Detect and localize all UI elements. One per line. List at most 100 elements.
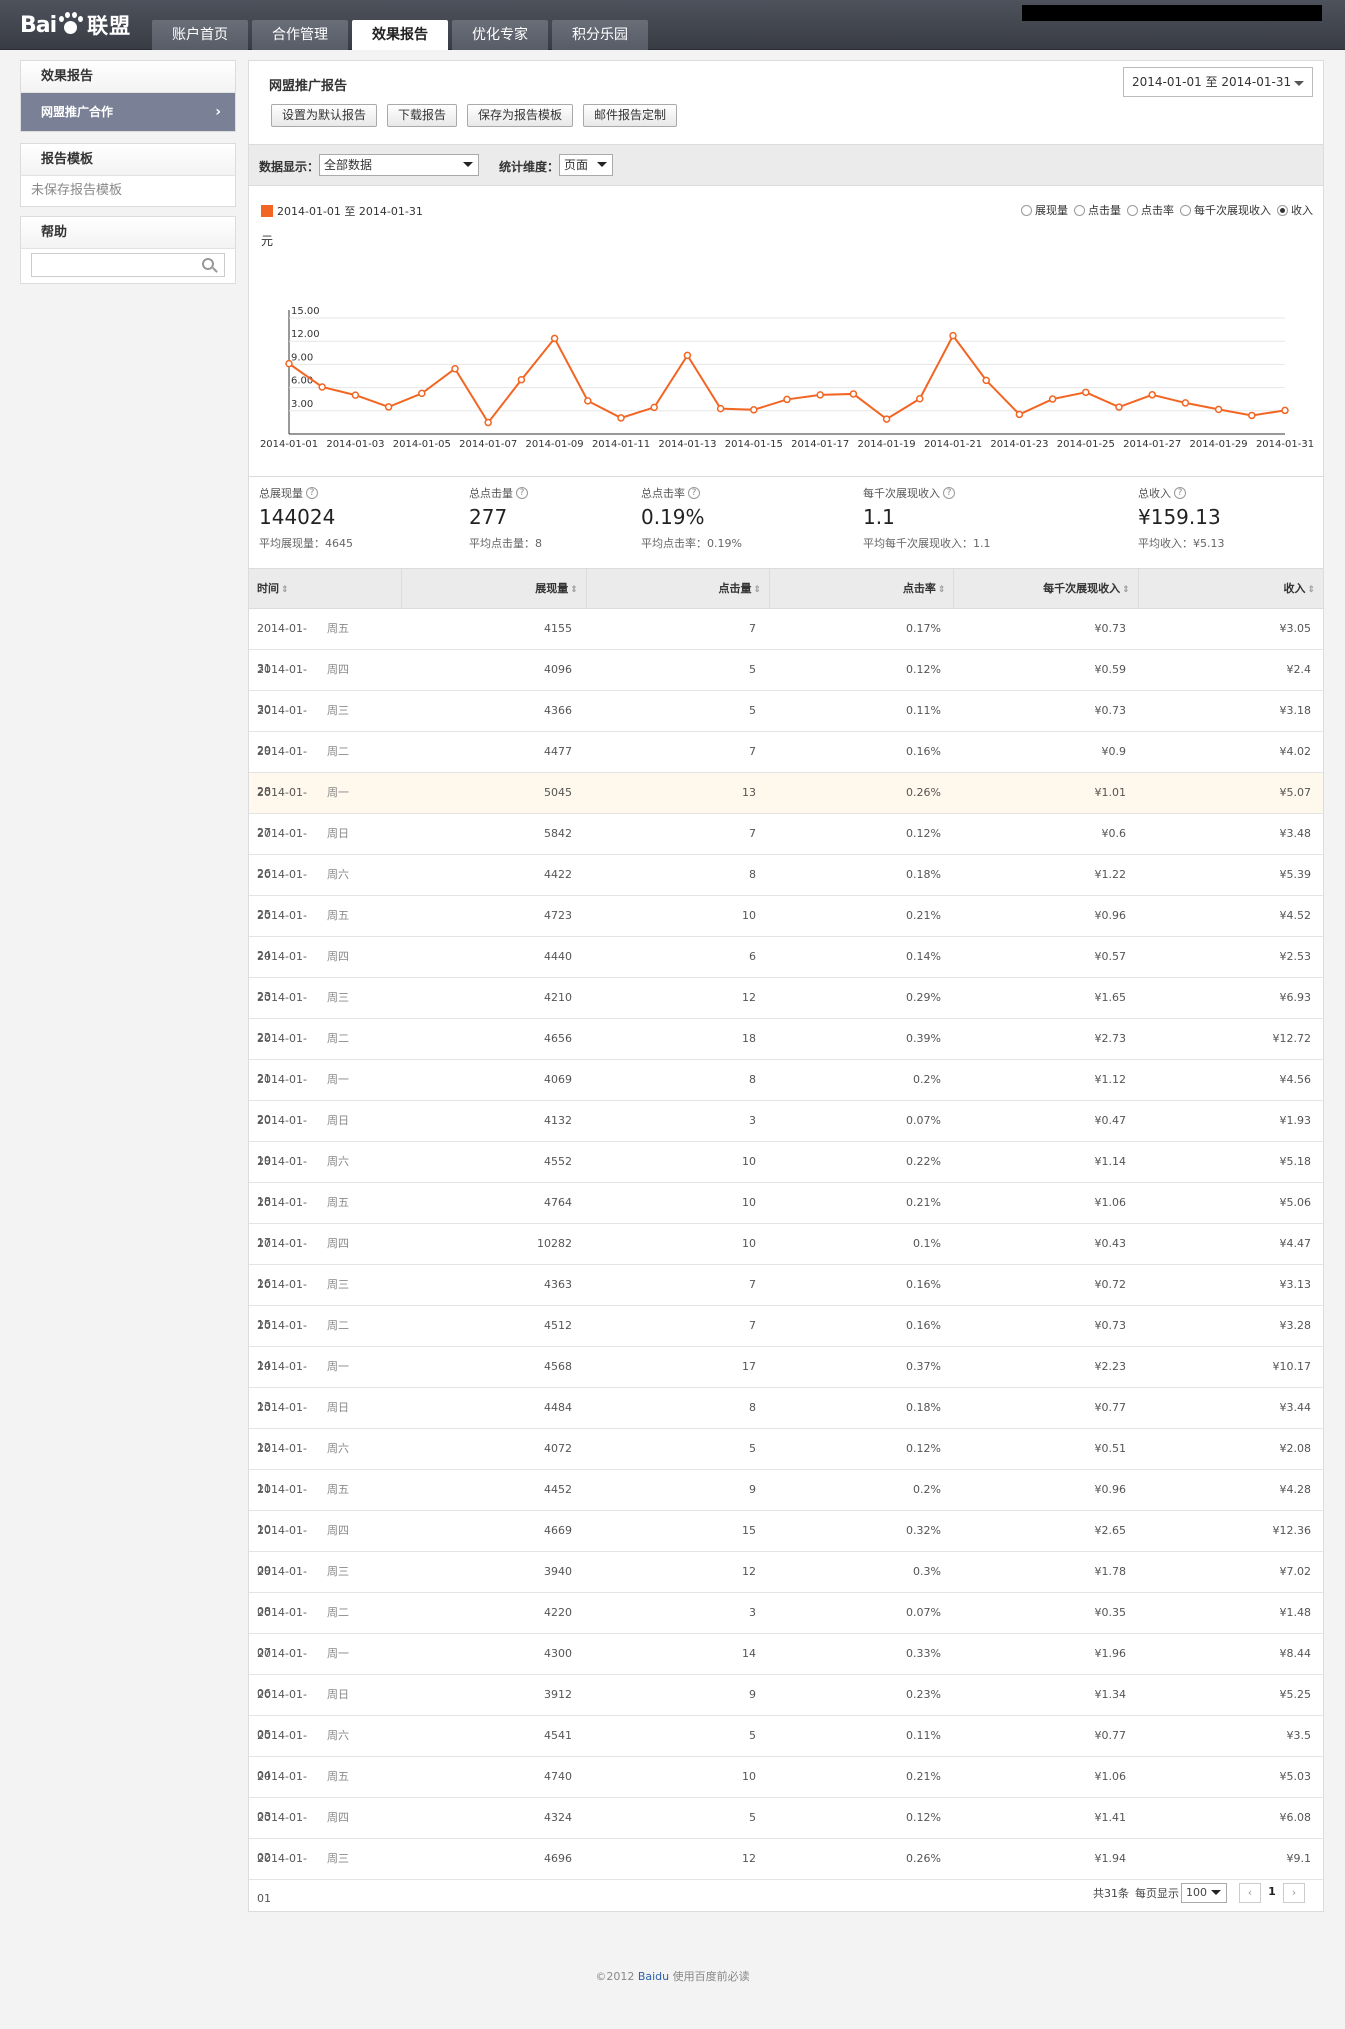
table-row[interactable]: 2014-01-03 周五 4740 10 0.21% ¥1.06 ¥5.03 bbox=[249, 1757, 1323, 1823]
table-row[interactable]: 2014-01-31 周五 4155 7 0.17% ¥0.73 ¥3.05 bbox=[249, 609, 1323, 675]
table-row[interactable]: 2014-01-23 周四 4440 6 0.14% ¥0.57 ¥2.53 bbox=[249, 937, 1323, 1003]
data-point[interactable] bbox=[783, 395, 791, 404]
baidu-union-logo[interactable]: Bai 联盟 bbox=[20, 8, 131, 42]
data-point[interactable] bbox=[683, 351, 692, 360]
nav-tab-0[interactable]: 账户首页 bbox=[152, 20, 248, 50]
date-range-picker[interactable]: 2014-01-01 至 2014-01-31 bbox=[1123, 67, 1313, 97]
data-point[interactable] bbox=[916, 394, 924, 403]
email-report-button[interactable]: 邮件报告定制 bbox=[583, 104, 678, 127]
save-template-button[interactable]: 保存为报告模板 bbox=[467, 104, 574, 127]
table-row[interactable]: 2014-01-08 周三 3940 12 0.3% ¥1.78 ¥7.02 bbox=[249, 1552, 1323, 1618]
column-header-3[interactable]: 点击率 ⇕ bbox=[770, 569, 955, 609]
question-icon[interactable]: ? bbox=[306, 487, 318, 499]
data-point[interactable] bbox=[949, 331, 957, 340]
data-point[interactable] bbox=[1048, 395, 1057, 403]
nav-tab-2[interactable]: 效果报告 bbox=[352, 20, 448, 50]
next-page-button[interactable]: › bbox=[1283, 1883, 1305, 1903]
data-point[interactable] bbox=[484, 418, 492, 427]
table-row[interactable]: 2014-01-30 周四 4096 5 0.12% ¥0.59 ¥2.4 bbox=[249, 650, 1323, 716]
data-point[interactable] bbox=[451, 364, 459, 373]
data-point[interactable] bbox=[1181, 399, 1190, 407]
table-row[interactable]: 2014-01-10 周五 4452 9 0.2% ¥0.96 ¥4.28 bbox=[249, 1470, 1323, 1536]
data-point[interactable] bbox=[1015, 410, 1024, 419]
table-row[interactable]: 2014-01-01 周三 4696 12 0.26% ¥1.94 ¥9.1 bbox=[249, 1839, 1323, 1905]
data-point[interactable] bbox=[318, 383, 326, 391]
table-row[interactable]: 2014-01-21 周二 4656 18 0.39% ¥2.73 ¥12.72 bbox=[249, 1019, 1323, 1085]
table-row[interactable]: 2014-01-13 周一 4568 17 0.37% ¥2.23 ¥10.17 bbox=[249, 1347, 1323, 1413]
table-row[interactable]: 2014-01-25 周六 4422 8 0.18% ¥1.22 ¥5.39 bbox=[249, 855, 1323, 921]
question-icon[interactable]: ? bbox=[688, 487, 700, 499]
sidebar-item-unsaved-template[interactable]: 未保存报告模板 bbox=[31, 183, 123, 198]
table-row[interactable]: 2014-01-15 周三 4363 7 0.16% ¥0.72 ¥3.13 bbox=[249, 1265, 1323, 1331]
table-row[interactable]: 2014-01-19 周日 4132 3 0.07% ¥0.47 ¥1.93 bbox=[249, 1101, 1323, 1167]
sidebar-item-wangmeng[interactable]: 网盟推广合作 › bbox=[21, 93, 235, 131]
data-point[interactable] bbox=[418, 389, 426, 398]
table-row[interactable]: 2014-01-11 周六 4072 5 0.12% ¥0.51 ¥2.08 bbox=[249, 1429, 1323, 1495]
prev-page-button[interactable]: ‹ bbox=[1239, 1883, 1261, 1903]
column-header-5[interactable]: 收入 ⇕ bbox=[1139, 569, 1323, 609]
table-row[interactable]: 2014-01-20 周一 4069 8 0.2% ¥1.12 ¥4.56 bbox=[249, 1060, 1323, 1126]
nav-tab-3[interactable]: 优化专家 bbox=[452, 20, 548, 50]
question-icon[interactable]: ? bbox=[1174, 487, 1186, 499]
table-row[interactable]: 2014-01-29 周三 4366 5 0.11% ¥0.73 ¥3.18 bbox=[249, 691, 1323, 757]
metric-radio-0[interactable]: 展现量 bbox=[1021, 202, 1068, 218]
download-report-button[interactable]: 下载报告 bbox=[387, 104, 458, 127]
table-row[interactable]: 2014-01-12 周日 4484 8 0.18% ¥0.77 ¥3.44 bbox=[249, 1388, 1323, 1454]
nav-tab-1[interactable]: 合作管理 bbox=[252, 20, 348, 50]
data-point[interactable] bbox=[816, 391, 824, 399]
table-row[interactable]: 2014-01-09 周四 4669 15 0.32% ¥2.65 ¥12.36 bbox=[249, 1511, 1323, 1577]
metric-radio-2[interactable]: 点击率 bbox=[1127, 202, 1174, 218]
data-point[interactable] bbox=[384, 403, 393, 411]
footer-terms-link[interactable]: 使用百度前必读 bbox=[672, 1970, 750, 1983]
data-point[interactable] bbox=[882, 415, 891, 423]
data-point[interactable] bbox=[750, 406, 758, 414]
column-header-2[interactable]: 点击量 ⇕ bbox=[587, 569, 771, 609]
search-icon[interactable] bbox=[202, 258, 214, 270]
table-row[interactable]: 2014-01-17 周五 4764 10 0.21% ¥1.06 ¥5.06 bbox=[249, 1183, 1323, 1249]
table-row[interactable]: 2014-01-16 周四 10282 10 0.1% ¥0.43 ¥4.47 bbox=[249, 1224, 1323, 1290]
table-row[interactable]: 2014-01-04 周六 4541 5 0.11% ¥0.77 ¥3.5 bbox=[249, 1716, 1323, 1782]
column-header-0[interactable]: 时间 ⇕ bbox=[249, 569, 403, 609]
table-row[interactable]: 2014-01-14 周二 4512 7 0.16% ¥0.73 ¥3.28 bbox=[249, 1306, 1323, 1372]
nav-tab-4[interactable]: 积分乐园 bbox=[552, 20, 648, 50]
metric-radio-3[interactable]: 每千次展现收入 bbox=[1180, 202, 1271, 218]
per-page-select[interactable]: 100 bbox=[1181, 1883, 1227, 1903]
data-point[interactable] bbox=[1082, 388, 1090, 397]
data-point[interactable] bbox=[584, 397, 592, 405]
data-point[interactable] bbox=[982, 376, 990, 385]
table-row[interactable]: 2014-01-27 周一 5045 13 0.26% ¥1.01 ¥5.07 bbox=[249, 773, 1323, 839]
table-row[interactable]: 2014-01-18 周六 4552 10 0.22% ¥1.14 ¥5.18 bbox=[249, 1142, 1323, 1208]
data-point[interactable] bbox=[517, 375, 526, 384]
data-point[interactable] bbox=[550, 334, 559, 343]
question-icon[interactable]: ? bbox=[516, 487, 528, 499]
data-point[interactable] bbox=[849, 390, 858, 398]
metric-radio-1[interactable]: 点击量 bbox=[1074, 202, 1121, 218]
data-point[interactable] bbox=[351, 391, 360, 399]
data-point[interactable] bbox=[1248, 411, 1256, 420]
table-row[interactable]: 2014-01-26 周日 5842 7 0.12% ¥0.6 ¥3.48 bbox=[249, 814, 1323, 880]
table-row[interactable]: 2014-01-22 周三 4210 12 0.29% ¥1.65 ¥6.93 bbox=[249, 978, 1323, 1044]
footer-baidu-link[interactable]: Baidu bbox=[637, 1970, 670, 1983]
table-row[interactable]: 2014-01-02 周四 4324 5 0.12% ¥1.41 ¥6.08 bbox=[249, 1798, 1323, 1864]
data-point[interactable] bbox=[285, 359, 293, 368]
table-row[interactable]: 2014-01-28 周二 4477 7 0.16% ¥0.9 ¥4.02 bbox=[249, 732, 1323, 798]
data-point[interactable] bbox=[1115, 403, 1123, 411]
set-default-report-button[interactable]: 设置为默认报告 bbox=[271, 104, 378, 127]
data-point[interactable] bbox=[716, 404, 725, 413]
table-row[interactable]: 2014-01-05 周日 3912 9 0.23% ¥1.34 ¥5.25 bbox=[249, 1675, 1323, 1741]
dimension-select[interactable]: 页面 bbox=[559, 154, 613, 176]
help-search-input[interactable] bbox=[32, 254, 192, 276]
column-header-4[interactable]: 每千次展现收入 ⇕ bbox=[954, 569, 1139, 609]
data-display-select[interactable]: 全部数据 bbox=[319, 154, 479, 176]
data-point[interactable] bbox=[1214, 405, 1223, 414]
column-header-1[interactable]: 展现量 ⇕ bbox=[402, 569, 587, 609]
data-point[interactable] bbox=[617, 414, 625, 422]
question-icon[interactable]: ? bbox=[943, 487, 955, 499]
table-row[interactable]: 2014-01-06 周一 4300 14 0.33% ¥1.96 ¥8.44 bbox=[249, 1634, 1323, 1700]
page-number-1[interactable]: 1 bbox=[1268, 1885, 1276, 1898]
table-row[interactable]: 2014-01-07 周二 4220 3 0.07% ¥0.35 ¥1.48 bbox=[249, 1593, 1323, 1659]
table-row[interactable]: 2014-01-24 周五 4723 10 0.21% ¥0.96 ¥4.52 bbox=[249, 896, 1323, 962]
metric-radio-4[interactable]: 收入 bbox=[1277, 202, 1313, 218]
data-point[interactable] bbox=[650, 403, 658, 412]
data-point[interactable] bbox=[1281, 406, 1289, 415]
